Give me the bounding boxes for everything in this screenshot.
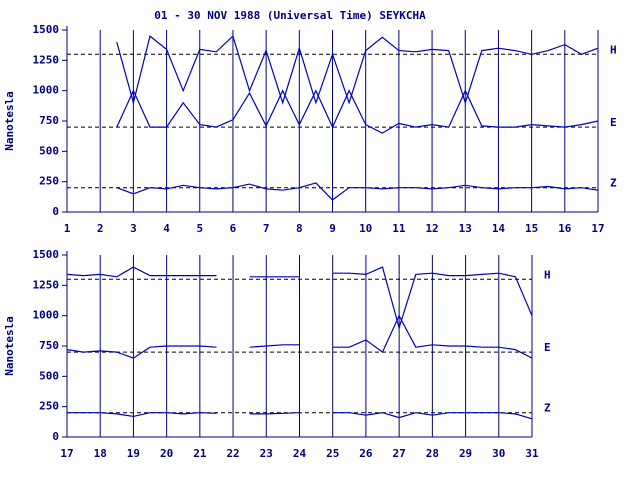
y-tick-label: 250: [39, 175, 59, 188]
x-tick-label: 16: [558, 222, 572, 235]
x-tick-label: 9: [329, 222, 336, 235]
y-tick-label: 500: [39, 144, 59, 157]
x-tick-label: 24: [293, 447, 307, 460]
series-line: [116, 89, 599, 134]
y-tick-label: 1250: [33, 53, 60, 66]
x-tick-label: 13: [459, 222, 472, 235]
series-label: Z: [544, 402, 551, 415]
x-tick-label: 31: [525, 447, 539, 460]
x-tick-label: 17: [591, 222, 604, 235]
x-tick-label: 11: [392, 222, 406, 235]
x-tick-label: 18: [94, 447, 107, 460]
x-tick-label: 22: [226, 447, 239, 460]
x-tick-label: 14: [492, 222, 506, 235]
series-label: H: [544, 268, 551, 281]
x-tick-label: 2: [97, 222, 104, 235]
series-label: E: [544, 341, 551, 354]
x-tick-label: 20: [160, 447, 173, 460]
y-tick-label: 500: [39, 369, 59, 382]
series-line: [67, 412, 533, 420]
series-label: Z: [610, 177, 617, 190]
series-line: [116, 34, 599, 106]
y-tick-label: 1000: [33, 309, 60, 322]
y-axis-label: Nanotesla: [3, 91, 16, 151]
x-tick-label: 21: [193, 447, 207, 460]
y-tick-label: 250: [39, 400, 59, 413]
x-tick-label: 15: [525, 222, 538, 235]
x-tick-label: 30: [492, 447, 505, 460]
x-tick-label: 28: [426, 447, 439, 460]
x-tick-label: 12: [425, 222, 438, 235]
y-tick-label: 0: [52, 205, 59, 218]
x-tick-label: 6: [230, 222, 237, 235]
x-tick-label: 17: [60, 447, 73, 460]
y-axis-label: Nanotesla: [3, 316, 16, 376]
x-tick-label: 19: [127, 447, 140, 460]
y-tick-label: 750: [39, 114, 59, 127]
y-tick-label: 1000: [33, 84, 60, 97]
x-tick-label: 26: [359, 447, 373, 460]
series-line: [116, 182, 599, 201]
chart-title: 01 - 30 NOV 1988 (Universal Time) SEYKCH…: [154, 9, 426, 22]
x-tick-label: 4: [163, 222, 170, 235]
series-label: E: [610, 116, 617, 129]
x-tick-label: 27: [393, 447, 406, 460]
series-label: H: [610, 43, 617, 56]
x-tick-label: 5: [196, 222, 203, 235]
x-tick-label: 10: [359, 222, 372, 235]
series-line: [66, 314, 533, 359]
x-tick-label: 8: [296, 222, 303, 235]
x-tick-label: 29: [459, 447, 472, 460]
x-tick-label: 1: [64, 222, 71, 235]
y-tick-label: 0: [52, 430, 59, 443]
x-tick-label: 7: [263, 222, 270, 235]
x-tick-label: 23: [260, 447, 273, 460]
x-tick-label: 25: [326, 447, 339, 460]
y-tick-label: 1500: [33, 248, 60, 261]
y-tick-label: 750: [39, 339, 59, 352]
y-tick-label: 1500: [33, 23, 60, 36]
y-tick-label: 1250: [33, 278, 60, 291]
x-tick-label: 3: [130, 222, 137, 235]
series-line: [66, 266, 533, 330]
